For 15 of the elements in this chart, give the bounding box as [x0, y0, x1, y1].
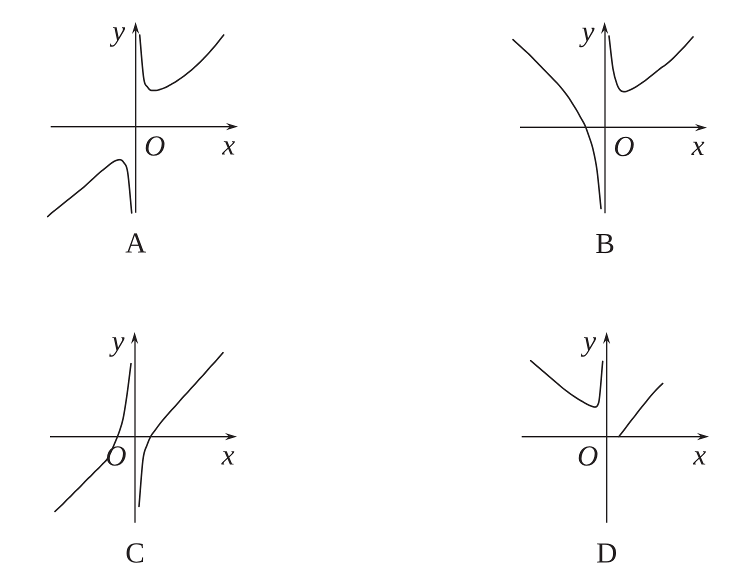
text: O	[577, 440, 598, 472]
annotation: O	[614, 130, 635, 163]
text: D	[596, 537, 618, 570]
x-axis-title: x	[692, 439, 706, 472]
y-axis-title: y	[580, 325, 596, 358]
y-axis-title: y	[109, 15, 126, 48]
x-axis-title: x	[220, 439, 235, 472]
x-axis-title: x	[690, 130, 705, 162]
annotation: O	[144, 130, 166, 162]
y-axis-title: y	[578, 16, 595, 48]
text: A	[125, 227, 146, 260]
text: C	[125, 537, 145, 570]
y-axis-title: y	[108, 325, 125, 358]
text: B	[595, 228, 615, 260]
x-axis-title: x	[221, 129, 236, 162]
